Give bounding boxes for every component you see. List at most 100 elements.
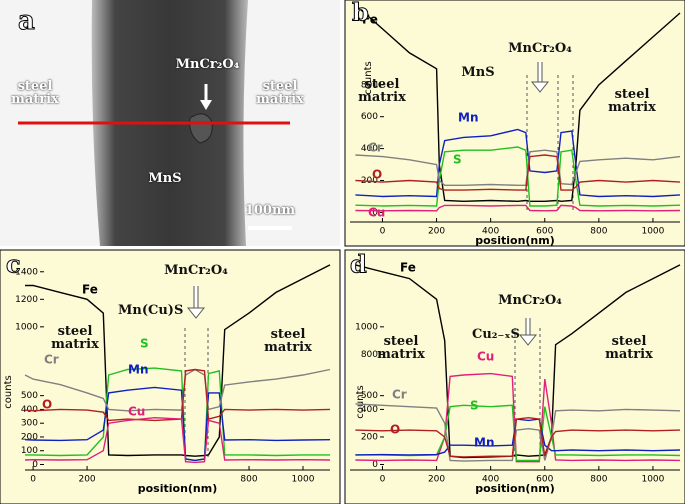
- panel-label: a: [18, 6, 35, 36]
- profile-line: [355, 149, 681, 186]
- profile-line: [355, 204, 681, 212]
- profile-line: [355, 403, 681, 462]
- x-axis-label: position(nm): [475, 234, 555, 247]
- series-label: Mn: [458, 111, 478, 125]
- x-tick-label: 1000: [641, 475, 664, 485]
- panel-label: c: [6, 250, 21, 279]
- x-tick-label: 800: [590, 475, 607, 485]
- annotation: MnCr₂O₄: [164, 263, 228, 278]
- series-label: Cu: [128, 405, 145, 419]
- y-tick-label: 800: [361, 350, 378, 360]
- profile-line: [355, 146, 681, 207]
- y-tick-label: 100: [21, 446, 38, 456]
- y-tick-label: 200: [21, 432, 38, 442]
- profile-line: [355, 264, 681, 459]
- x-tick-label: 800: [240, 475, 257, 485]
- annotation: steel matrix: [264, 327, 312, 355]
- y-axis-label: counts: [3, 375, 14, 408]
- profile-line: [355, 404, 681, 462]
- annotation: Mn(Cu)S: [118, 303, 184, 318]
- x-tick-label: 200: [78, 475, 95, 485]
- x-tick-label: 0: [30, 475, 36, 485]
- x-tick-label: 0: [380, 475, 386, 485]
- y-tick-label: 0: [32, 460, 38, 470]
- annotation: MnCr₂O₄: [508, 41, 572, 56]
- annotation: 100nm: [244, 203, 296, 218]
- annotation: MnS: [461, 65, 495, 80]
- y-tick-label: 800: [361, 80, 378, 90]
- x-tick-label: 800: [590, 227, 607, 237]
- x-tick-label: 200: [428, 475, 445, 485]
- profile-line: [355, 416, 681, 458]
- annotation: steel matrix: [377, 334, 425, 362]
- arrow-head: [200, 100, 212, 110]
- profile-line: [24, 416, 331, 464]
- series-label: Cu: [477, 350, 494, 364]
- inclusion: [189, 113, 213, 144]
- panel-label: d: [350, 250, 367, 279]
- y-axis-label: counts: [355, 385, 366, 418]
- series-label: O: [372, 168, 382, 182]
- y-tick-label: 0: [372, 460, 378, 470]
- x-tick-label: 1000: [641, 227, 664, 237]
- series-label: Mn: [128, 363, 148, 377]
- arrow-head: [518, 334, 538, 346]
- annotation: steel matrix: [608, 87, 656, 115]
- profile-line: [355, 418, 681, 456]
- y-tick-label: 500: [361, 391, 378, 401]
- series-label: O: [42, 398, 52, 412]
- panel-background: [0, 249, 341, 504]
- x-tick-label: 0: [380, 227, 386, 237]
- x-tick-label: 600: [536, 227, 553, 237]
- y-axis-label: counts: [363, 61, 374, 94]
- series-label: S: [140, 337, 149, 351]
- x-tick-label: 1000: [292, 475, 315, 485]
- profile-line: [355, 372, 681, 463]
- annotation: steel matrix: [256, 79, 304, 107]
- y-tick-label: 1000: [15, 322, 38, 332]
- series-label: Cr: [392, 388, 407, 402]
- annotation: MnCr₂O₄: [175, 57, 240, 72]
- series-label: Fe: [82, 283, 98, 297]
- x-axis-label: position(nm): [475, 482, 555, 495]
- panel-background: [344, 0, 685, 247]
- y-tick-label: 500: [21, 391, 38, 401]
- y-tick-label: 1400: [15, 267, 38, 277]
- y-tick-label: 300: [21, 419, 38, 429]
- x-tick-label: 600: [536, 475, 553, 485]
- annotation: steel matrix: [605, 334, 653, 362]
- profile-line: [24, 368, 331, 422]
- annotation: steel matrix: [51, 324, 99, 352]
- profile-line: [355, 154, 681, 191]
- y-tick-label: 200: [361, 432, 378, 442]
- x-tick-label: 400: [482, 475, 499, 485]
- series-label: Fe: [400, 261, 416, 275]
- series-label: O: [390, 423, 400, 437]
- series-label: S: [470, 399, 479, 413]
- arrow-head: [530, 81, 550, 93]
- y-tick-label: 1200: [15, 295, 38, 305]
- annotation: Cu₂₋ₓS: [472, 327, 520, 342]
- annotation: steel matrix: [11, 79, 59, 107]
- y-tick-label: 400: [361, 405, 378, 415]
- series-label: Cr: [44, 353, 59, 367]
- x-tick-label: 200: [428, 227, 445, 237]
- y-tick-label: 400: [361, 144, 378, 154]
- annotation: MnS: [148, 171, 182, 186]
- series-label: S: [453, 153, 462, 167]
- series-label: Cr: [368, 141, 383, 155]
- x-tick-label: 400: [482, 227, 499, 237]
- series-label: Fe: [362, 13, 378, 27]
- y-tick-label: 1000: [355, 322, 378, 332]
- y-tick-label: 0: [372, 208, 378, 218]
- panel-label: b: [352, 0, 369, 27]
- series-label: Cu: [368, 206, 385, 220]
- y-tick-label: 600: [361, 112, 378, 122]
- annotation: MnCr₂O₄: [498, 293, 562, 308]
- series-label: Mn: [474, 436, 494, 450]
- x-axis-label: position(nm): [138, 482, 218, 495]
- annotation: steel matrix: [358, 77, 406, 105]
- arrow-head: [186, 307, 206, 319]
